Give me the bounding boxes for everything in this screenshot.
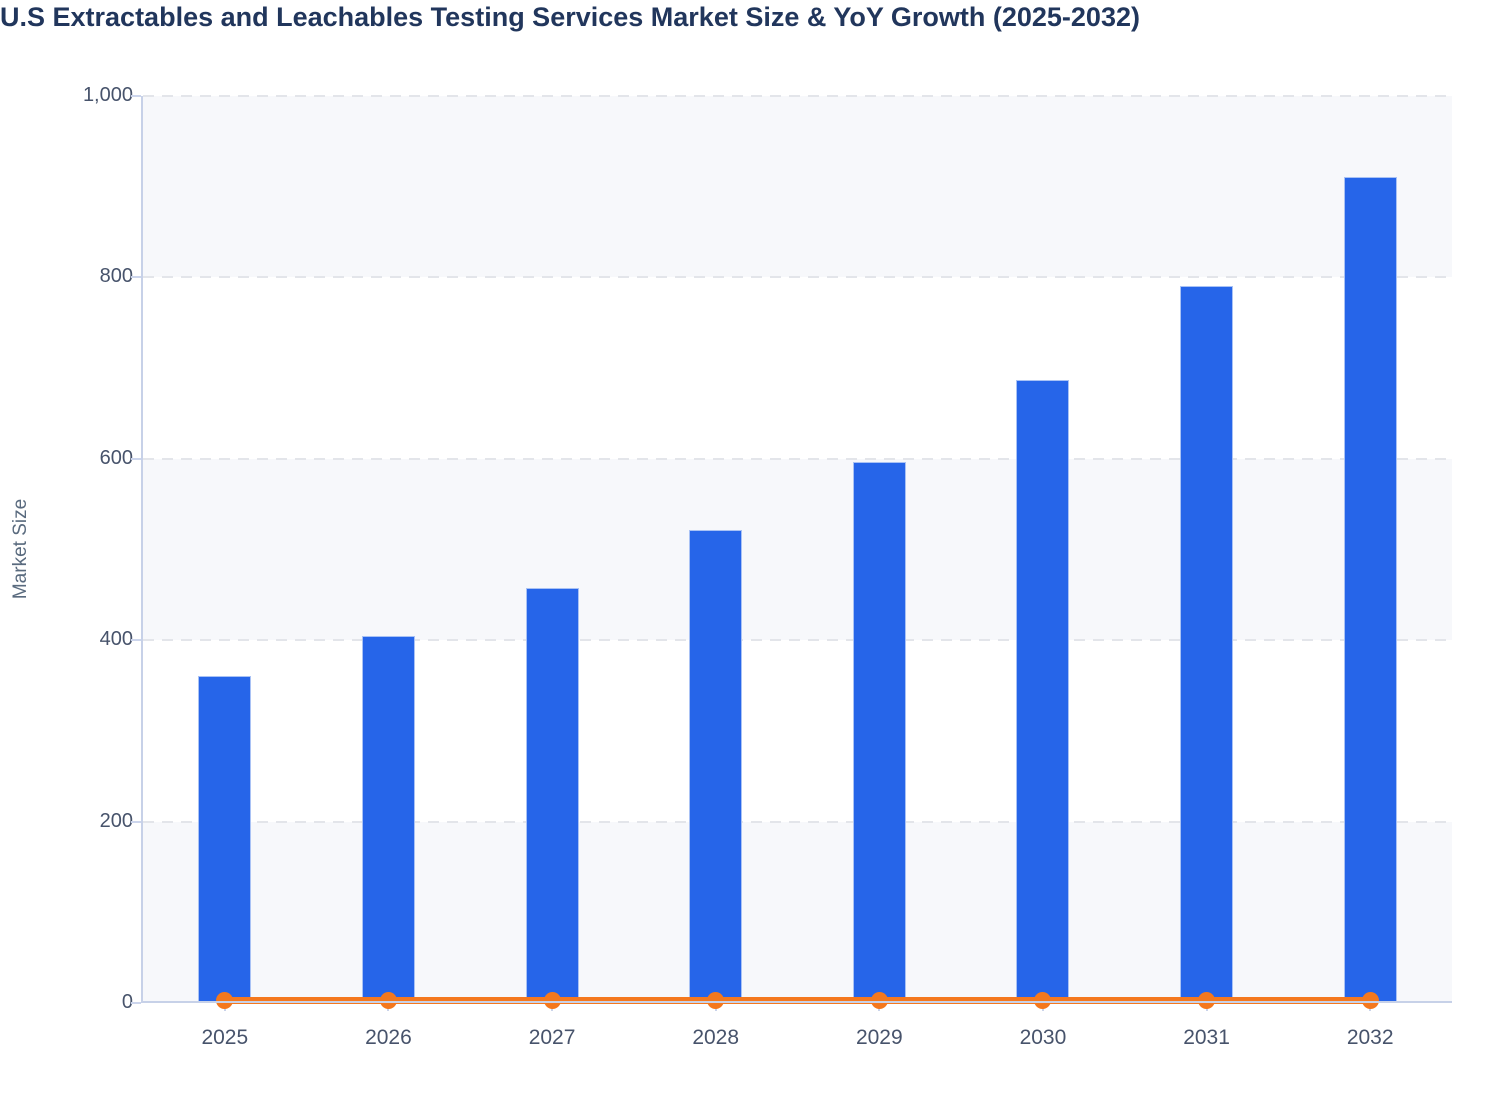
y-axis-line	[141, 96, 143, 1003]
y-tick-label: 600	[99, 446, 133, 469]
yoy-growth-marker-2032	[1361, 992, 1379, 1010]
bar-2029	[852, 462, 906, 1003]
gridline	[143, 95, 1452, 97]
y-tick-label: 800	[99, 265, 133, 288]
yoy-growth-marker-2028	[707, 992, 725, 1010]
bar-2025	[198, 676, 252, 1003]
gridline	[143, 639, 1452, 642]
bar-2028	[689, 529, 743, 1003]
x-tick-label: 2029	[855, 1026, 903, 1049]
yoy-growth-marker-2027	[543, 992, 561, 1010]
bar-2026	[361, 635, 415, 1003]
plot-band	[143, 821, 1452, 1003]
x-tick-label: 2025	[201, 1026, 249, 1049]
y-tick-mark	[131, 639, 141, 642]
yoy-growth-marker-2029	[870, 992, 888, 1010]
bar-2031	[1180, 285, 1234, 1003]
y-tick-label: 0	[121, 991, 133, 1013]
plot-band	[143, 458, 1452, 641]
y-tick-label: 400	[99, 628, 133, 651]
yoy-growth-marker-2030	[1034, 992, 1052, 1010]
bar-2030	[1016, 379, 1070, 1003]
y-tick-mark	[131, 457, 141, 460]
chart-title: U.S Extractables and Leachables Testing …	[0, 2, 1140, 32]
x-axis-line	[141, 1001, 1452, 1003]
x-tick-label: 2028	[692, 1026, 740, 1049]
x-tick-label: 2030	[1019, 1026, 1067, 1049]
y-tick-mark	[131, 276, 141, 279]
x-tick-label: 2026	[365, 1026, 412, 1049]
bar-2032	[1343, 176, 1397, 1003]
x-tick-label: 2031	[1183, 1026, 1230, 1049]
gridline	[143, 820, 1452, 823]
x-tick-label: 2032	[1346, 1026, 1394, 1049]
gridline	[143, 457, 1452, 460]
yoy-growth-line	[224, 997, 1371, 1005]
yoy-growth-marker-2025	[216, 992, 234, 1010]
y-tick-mark	[131, 95, 141, 97]
y-tick-label: 1,000	[82, 84, 133, 106]
x-tick-label: 2027	[528, 1026, 576, 1049]
bar-2027	[525, 587, 579, 1003]
y-axis-title: Market Size	[10, 498, 31, 600]
gridline	[143, 276, 1452, 279]
y-tick-mark	[131, 820, 141, 823]
y-tick-label: 200	[99, 809, 133, 832]
y-tick-mark	[131, 1002, 141, 1004]
yoy-growth-marker-2031	[1198, 992, 1216, 1010]
plot-area	[143, 95, 1452, 1010]
yoy-growth-marker-2026	[379, 992, 397, 1010]
plot-band	[143, 96, 1452, 278]
